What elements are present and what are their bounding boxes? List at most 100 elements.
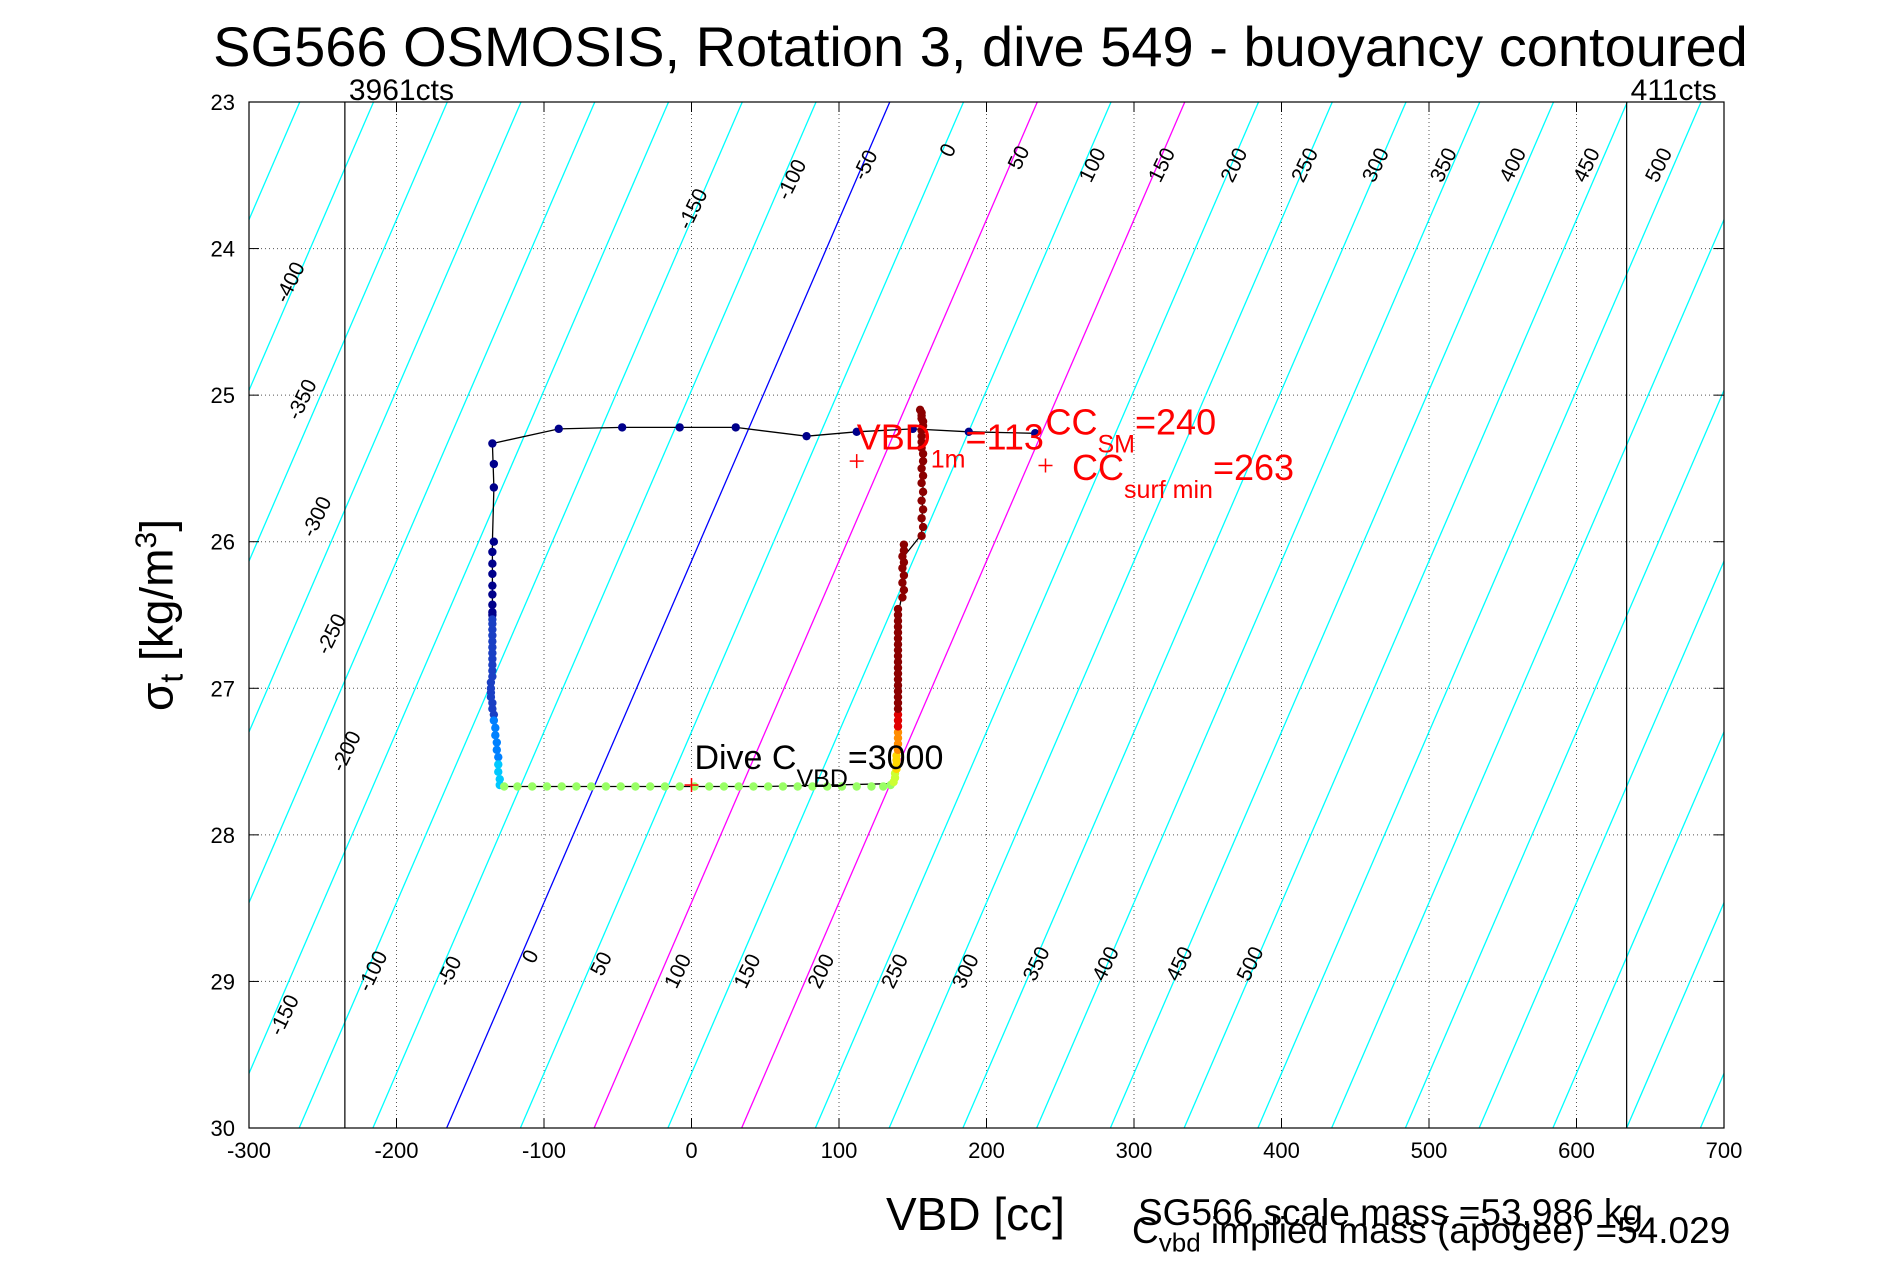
contour-line (249, 102, 448, 563)
data-point (719, 782, 729, 791)
contour-line (962, 102, 1407, 1128)
data-point (893, 745, 903, 755)
y-tick-label: 26 (211, 530, 235, 555)
data-point (915, 405, 925, 414)
grid-lines (249, 102, 1724, 1128)
footer-implied-mass: Cvbd implied mass (apogee) =54.029 (1132, 1210, 1730, 1258)
data-point (867, 782, 876, 791)
data-point (631, 782, 640, 791)
data-point (899, 546, 909, 555)
x-tick-label: 600 (1558, 1138, 1595, 1163)
data-point (489, 459, 499, 469)
data-point (646, 782, 655, 791)
data-point (491, 723, 500, 733)
data-point (893, 651, 903, 661)
data-point (918, 456, 928, 466)
data-point (893, 722, 903, 731)
data-point (491, 730, 500, 740)
x-tick-label: 200 (968, 1138, 1005, 1163)
data-point (893, 657, 903, 667)
data-point (675, 782, 684, 791)
data-point (1030, 429, 1040, 438)
data-point (964, 427, 973, 436)
x-tick-label: 500 (1411, 1138, 1448, 1163)
data-point (893, 710, 903, 719)
data-point (488, 654, 497, 664)
contour-line (1036, 102, 1481, 1128)
data-point (557, 782, 566, 791)
data-point (489, 537, 499, 546)
data-point (802, 431, 811, 441)
data-point (513, 782, 522, 791)
data-point (488, 698, 497, 708)
data-point (616, 782, 625, 791)
data-point (601, 782, 611, 791)
x-tick-label: -300 (227, 1138, 271, 1163)
data-point (793, 782, 802, 791)
data-point (554, 424, 563, 434)
data-point (495, 774, 504, 784)
data-point (893, 692, 903, 702)
data-point (917, 531, 926, 541)
data-point (893, 739, 903, 749)
y-tick-label: 30 (211, 1116, 235, 1141)
data-point (899, 571, 909, 580)
contour-line (741, 102, 1186, 1128)
data-point (492, 745, 501, 755)
data-point (917, 514, 926, 523)
footer-implied-symbol: C (1132, 1210, 1159, 1251)
chart-title: SG566 OSMOSIS, Rotation 3, dive 549 - bu… (213, 15, 1748, 78)
data-point (488, 547, 497, 557)
footer-implied-value: implied mass (apogee) =54.029 (1200, 1210, 1731, 1251)
y-tick-label: 25 (211, 383, 235, 408)
data-point (908, 424, 917, 434)
contour-line (298, 102, 743, 1128)
data-point (488, 600, 497, 609)
contour-line (814, 102, 1260, 1128)
contour-line (249, 102, 670, 1075)
annotation-cc-surf-min: CCsurf min=263 (1072, 447, 1294, 504)
data-point (918, 505, 928, 514)
x-tick-label: 300 (1116, 1138, 1153, 1163)
data-point (488, 643, 497, 652)
axes: -300 -200 -100 0 100 200 300 400 500 600 700 23 24 25… (211, 90, 1743, 1163)
x-tick-label: -200 (374, 1138, 418, 1163)
data-point (486, 678, 496, 687)
data-point (917, 496, 926, 505)
data-point (898, 578, 907, 587)
contour-line (1331, 217, 1724, 1128)
data-point (893, 616, 903, 626)
contour-line (519, 102, 965, 1128)
contour-line (1109, 102, 1555, 1128)
y-tick-label: 28 (211, 823, 235, 848)
data-point (675, 423, 684, 432)
data-point (705, 782, 714, 791)
data-point (917, 464, 926, 473)
y-axis-label: σt [kg/m3] (129, 519, 190, 711)
data-point (808, 782, 817, 791)
y-tick-label: 24 (211, 237, 235, 262)
contour-line (446, 102, 891, 1128)
data-point (899, 540, 909, 549)
data-point (488, 559, 497, 568)
data-point (893, 663, 903, 672)
data-point (893, 728, 903, 737)
contour-line (249, 102, 596, 905)
data-point (617, 423, 627, 432)
data-point (879, 782, 888, 791)
contour-line (667, 102, 1112, 1128)
y-axis-label-close: ] (130, 519, 183, 532)
data-point (494, 760, 503, 769)
data-point (488, 590, 497, 599)
data-point (898, 593, 907, 602)
footer-scale-mass: SG566 scale mass =53.986 kg (1138, 1192, 1643, 1233)
data-point (899, 585, 909, 595)
annotation-cc-sm: CCSM=240 (1046, 402, 1217, 459)
data-point (494, 752, 503, 762)
y-axis-label-symbol: σ (130, 682, 183, 711)
data-point (893, 687, 903, 696)
data-point (893, 604, 903, 614)
annotation-vbd-1m: VBD1m=113 (857, 416, 1044, 473)
